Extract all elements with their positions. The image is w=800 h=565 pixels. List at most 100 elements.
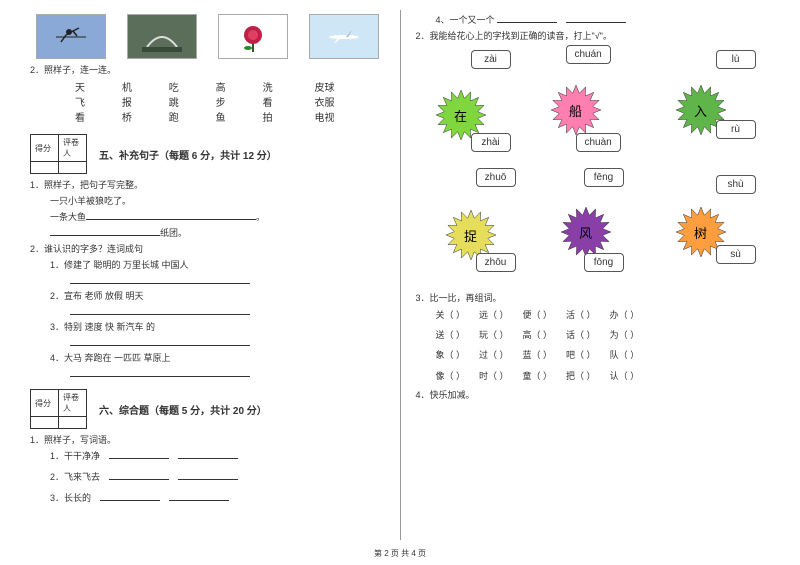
word: 飞 (60, 94, 100, 109)
page-footer: 第 2 页 共 4 页 (0, 548, 800, 559)
bracket-item[interactable]: 童（ ） (523, 368, 553, 384)
fill-blank[interactable] (50, 226, 160, 236)
q6-item: 1．干干净净 (50, 449, 385, 462)
thumb-plane (309, 14, 379, 59)
left-column: 2．照样子，连一连。 天 机 吃 高 洗 皮球 飞 报 跳 步 看 衣服 看 桥… (30, 10, 400, 540)
pinyin-option[interactable]: zhài (471, 133, 511, 152)
r2-title: 2．我能给花心上的字找到正确的读音，打上"√"。 (416, 29, 771, 42)
fill-blank[interactable] (70, 305, 250, 315)
item-label: 2．飞来飞去 (50, 472, 100, 482)
bracket-item[interactable]: 关（ ） (436, 307, 466, 323)
word-row-3: 看 桥 跑 鱼 拍 电视 (30, 109, 385, 124)
fill-blank[interactable] (86, 210, 256, 220)
q5-2-item: 2．宣布 老师 放假 明天 (50, 289, 385, 302)
fill-blank[interactable] (497, 13, 557, 23)
q5-2-item: 1．修建了 聪明的 万里长城 中国人 (50, 258, 385, 271)
bracket-item[interactable]: 蓝（ ） (523, 347, 553, 363)
word: 吃 (154, 79, 194, 94)
pinyin-option[interactable]: fēng (584, 168, 624, 187)
word: 洗 (248, 79, 288, 94)
bracket-item[interactable]: 时（ ） (479, 368, 509, 384)
section-5-title: 五、补充句子（每题 6 分，共计 12 分） (99, 147, 277, 162)
score-cell[interactable] (59, 417, 87, 429)
word: 跳 (154, 94, 194, 109)
pinyin-option[interactable]: chuán (566, 45, 611, 64)
thumb-highjump (36, 14, 106, 59)
score-cell[interactable] (59, 162, 87, 174)
fill-blank[interactable] (178, 449, 238, 459)
bracket-item[interactable]: 远（ ） (479, 307, 509, 323)
q5-1: 1．照样子，把句子写完整。 (30, 178, 385, 191)
score-header: 评卷人 (59, 390, 87, 417)
q2-caption: 2．照样子，连一连。 (30, 63, 385, 76)
bracket-item[interactable]: 高（ ） (523, 327, 553, 343)
q5-1-blank1: 一条大鱼。 (30, 210, 385, 223)
bracket-item[interactable]: 认（ ） (610, 368, 640, 384)
score-header: 得分 (31, 390, 59, 417)
pinyin-option[interactable]: rù (716, 120, 756, 139)
bracket-item[interactable]: 过（ ） (479, 347, 509, 363)
fill-blank[interactable] (178, 470, 238, 480)
bracket-item[interactable]: 象（ ） (436, 347, 466, 363)
bracket-item[interactable]: 活（ ） (566, 307, 596, 323)
thumb-bridge (127, 14, 197, 59)
bracket-item[interactable]: 把（ ） (566, 368, 596, 384)
score-box-6: 得分评卷人 六、综合题（每题 5 分，共计 20 分） (30, 389, 385, 429)
pinyin-option[interactable]: zhuō (476, 168, 516, 187)
pinyin-option[interactable]: lù (716, 50, 756, 69)
pinyin-cluster-2: 捉风树zhuōzhōufēngfōngshùsù (416, 165, 771, 285)
item-label: 1．干干净净 (50, 451, 100, 461)
word: 步 (201, 94, 241, 109)
fill-blank[interactable] (169, 491, 229, 501)
word: 高 (201, 79, 241, 94)
bracket-item[interactable]: 吧（ ） (566, 347, 596, 363)
bracket-item[interactable]: 像（ ） (436, 368, 466, 384)
pinyin-cluster-1: 在船入zàizhàichuánchuànlùrù (416, 45, 771, 165)
fill-blank[interactable] (70, 336, 250, 346)
pinyin-option[interactable]: chuàn (576, 133, 621, 152)
q6-4: 4、一个又一个 (416, 13, 771, 26)
word: 衣服 (294, 94, 354, 109)
word: 桥 (107, 109, 147, 124)
flower-char: 风 (561, 207, 611, 257)
thumb-rose (218, 14, 288, 59)
section-6-title: 六、综合题（每题 5 分，共计 20 分） (99, 402, 267, 417)
fill-blank[interactable] (100, 491, 160, 501)
blank-label: 一条大鱼 (50, 212, 86, 222)
word: 电视 (294, 109, 354, 124)
pinyin-option[interactable]: zài (471, 50, 511, 69)
fill-blank[interactable] (566, 13, 626, 23)
word: 看 (60, 109, 100, 124)
word-row-1: 天 机 吃 高 洗 皮球 (30, 79, 385, 94)
pinyin-option[interactable]: shù (716, 175, 756, 194)
word: 天 (60, 79, 100, 94)
bracket-item[interactable]: 队（ ） (610, 347, 640, 363)
q6-item: 3．长长的 (50, 491, 385, 504)
q5-2: 2．谁认识的字多？连词成句 (30, 242, 385, 255)
fill-blank[interactable] (109, 449, 169, 459)
score-cell[interactable] (31, 162, 59, 174)
r4-title: 4．快乐加减。 (416, 388, 771, 401)
fill-blank[interactable] (109, 470, 169, 480)
item-label: 3．长长的 (50, 493, 91, 503)
q5-1-blank2: 纸团。 (30, 226, 385, 239)
fill-blank[interactable] (70, 274, 250, 284)
q6-item: 2．飞来飞去 (50, 470, 385, 483)
bracket-item[interactable]: 为（ ） (610, 327, 640, 343)
score-header: 评卷人 (59, 135, 87, 162)
q6-1: 1．照样子，写词语。 (30, 433, 385, 446)
q5-2-item: 4．大马 奔跑在 一匹匹 草原上 (50, 351, 385, 364)
pinyin-option[interactable]: sù (716, 245, 756, 264)
pinyin-option[interactable]: zhōu (476, 253, 516, 272)
image-row (30, 14, 385, 59)
word: 看 (248, 94, 288, 109)
bracket-item[interactable]: 话（ ） (566, 327, 596, 343)
bracket-item[interactable]: 送（ ） (436, 327, 466, 343)
bracket-item[interactable]: 玩（ ） (479, 327, 509, 343)
bracket-item[interactable]: 办（ ） (610, 307, 640, 323)
score-cell[interactable] (31, 417, 59, 429)
fill-blank[interactable] (70, 367, 250, 377)
bracket-item[interactable]: 便（ ） (523, 307, 553, 323)
right-column: 4、一个又一个 2．我能给花心上的字找到正确的读音，打上"√"。 在船入zàiz… (400, 10, 771, 540)
pinyin-option[interactable]: fōng (584, 253, 624, 272)
